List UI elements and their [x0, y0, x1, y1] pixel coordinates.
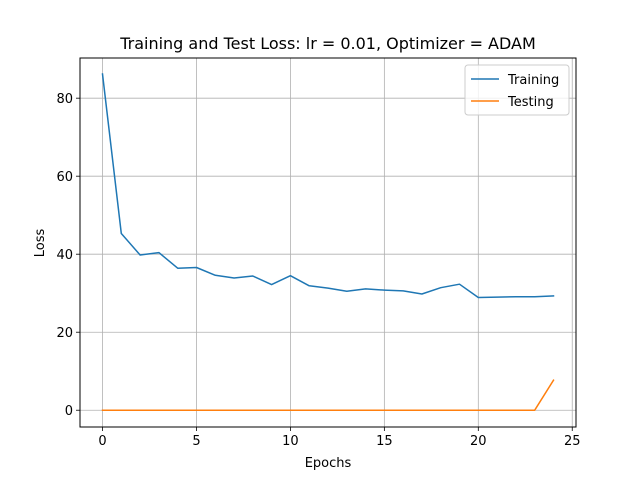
y-axis-ticks: 0 20 40 60 80 — [56, 92, 80, 419]
chart-title: Training and Test Loss: lr = 0.01, Optim… — [119, 34, 536, 53]
y-axis-label: Loss — [33, 229, 48, 258]
x-axis-label: Epochs — [305, 456, 352, 471]
x-tick-label: 20 — [470, 434, 487, 449]
x-tick-label: 15 — [376, 434, 393, 449]
legend-label-testing: Testing — [507, 95, 554, 110]
y-tick-label: 20 — [56, 326, 73, 341]
legend: Training Testing — [464, 64, 570, 116]
x-tick-label: 0 — [98, 434, 106, 449]
legend-box — [464, 64, 570, 116]
y-tick-label: 0 — [65, 404, 73, 419]
y-tick-label: 80 — [56, 92, 73, 107]
x-axis-ticks: 0 5 10 15 20 25 — [98, 427, 581, 449]
y-tick-label: 40 — [56, 248, 73, 263]
plot-frame — [79, 57, 577, 428]
x-tick-label: 5 — [192, 434, 200, 449]
x-tick-label: 10 — [282, 434, 299, 449]
series-line-training — [101, 73, 555, 299]
series-lines — [101, 73, 555, 411]
series-line-testing — [101, 379, 555, 411]
x-tick-label: 25 — [564, 434, 581, 449]
legend-label-training: Training — [507, 73, 559, 88]
y-tick-label: 60 — [56, 170, 73, 185]
